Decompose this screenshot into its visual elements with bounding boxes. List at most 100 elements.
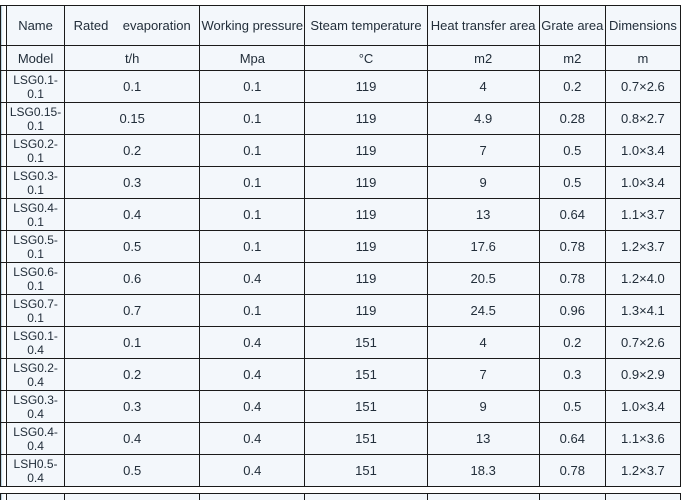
column-header-name: Name	[5, 5, 66, 46]
table-row: LSG0.3-0.4 0.3 0.4 151 9 0.5 1.0×3.4	[0, 390, 682, 423]
model-name-cell: LSG0.3-0.4	[5, 390, 66, 423]
column-header-working-pressure: Working pressure	[199, 5, 306, 46]
value-cell: 0.5	[538, 390, 606, 423]
value-cell: 0.1	[199, 166, 306, 199]
table-row: LSG0.3-0.1 0.3 0.1 119 9 0.5 1.0×3.4	[0, 166, 682, 199]
value-cell: 13	[426, 198, 540, 231]
value-cell: 1.2×4.0	[604, 262, 682, 295]
table-row: LSG0.2-0.4 0.2 0.4 151 7 0.3 0.9×2.9	[0, 358, 682, 391]
value-cell: 0.78	[538, 230, 606, 263]
column-header-grate-area: Grate area	[538, 5, 606, 46]
value-cell: 119	[304, 230, 428, 263]
table-row: LSG0.1-0.1 0.1 0.1 119 4 0.2 0.7×2.6	[0, 70, 682, 103]
value-cell: 0.4	[64, 198, 201, 231]
unit-cell-m: m	[604, 45, 682, 71]
value-cell: 7	[426, 358, 540, 391]
table-row: LSG0.4-0.1 0.4 0.1 119 13 0.64 1.1×3.7	[0, 198, 682, 231]
model-name-cell: LSG0.1-0.4	[5, 326, 66, 359]
value-cell: 0.8×2.7	[604, 102, 682, 135]
value-cell: 0.7	[64, 294, 201, 327]
value-cell: 0.5	[64, 454, 201, 487]
table-row: LSG0.4-0.4 0.4 0.4 151 13 0.64 1.1×3.6	[0, 422, 682, 455]
unit-cell-m2-grate: m2	[538, 45, 606, 71]
model-name-cell: LSG0.4-0.1	[5, 198, 66, 231]
value-cell: 4.9	[426, 102, 540, 135]
value-cell: 0.1	[64, 70, 201, 103]
model-name-cell: LSG0.6-0.1	[5, 262, 66, 295]
value-cell: 0.64	[538, 422, 606, 455]
value-cell: 119	[304, 198, 428, 231]
value-cell: 13	[426, 422, 540, 455]
value-cell: 1.0×3.4	[604, 390, 682, 423]
partial-row	[0, 493, 682, 500]
column-header-heat-transfer-area: Heat transfer area	[426, 5, 540, 46]
value-cell: 1.2×3.7	[604, 454, 682, 487]
partial-cell	[538, 493, 606, 500]
value-cell: 0.2	[64, 134, 201, 167]
value-cell: 0.6	[64, 262, 201, 295]
value-cell: 7	[426, 134, 540, 167]
value-cell: 0.1	[199, 294, 306, 327]
value-cell: 0.1	[199, 230, 306, 263]
value-cell: 20.5	[426, 262, 540, 295]
partial-cell	[5, 493, 66, 500]
value-cell: 0.4	[199, 326, 306, 359]
partial-cell	[426, 493, 540, 500]
value-cell: 0.7×2.6	[604, 70, 682, 103]
column-header-steam-temperature: Steam temperature	[304, 5, 428, 46]
table-header-row: Name Rated evaporation Working pressure …	[0, 5, 682, 46]
next-table-partial	[0, 493, 682, 500]
column-header-rated-evaporation: Rated evaporation	[64, 5, 201, 46]
model-name-cell: LSG0.1-0.1	[5, 70, 66, 103]
value-cell: 18.3	[426, 454, 540, 487]
value-cell: 0.2	[64, 358, 201, 391]
value-cell: 0.4	[199, 358, 306, 391]
value-cell: 0.96	[538, 294, 606, 327]
model-name-cell: LSG0.2-0.1	[5, 134, 66, 167]
value-cell: 119	[304, 102, 428, 135]
value-cell: 0.7×2.6	[604, 326, 682, 359]
value-cell: 1.0×3.4	[604, 134, 682, 167]
value-cell: 0.3	[538, 358, 606, 391]
value-cell: 0.1	[199, 70, 306, 103]
value-cell: 0.5	[538, 166, 606, 199]
table-row: LSG0.5-0.1 0.5 0.1 119 17.6 0.78 1.2×3.7	[0, 230, 682, 263]
value-cell: 0.2	[538, 326, 606, 359]
value-cell: 1.1×3.7	[604, 198, 682, 231]
partial-cell	[199, 493, 306, 500]
unit-cell-th: t/h	[64, 45, 201, 71]
value-cell: 0.3	[64, 166, 201, 199]
value-cell: 17.6	[426, 230, 540, 263]
table-row: LSH0.5-0.4 0.5 0.4 151 18.3 0.78 1.2×3.7	[0, 454, 682, 487]
table-row: LSG0.6-0.1 0.6 0.4 119 20.5 0.78 1.2×4.0	[0, 262, 682, 295]
model-name-cell: LSH0.5-0.4	[5, 454, 66, 487]
value-cell: 119	[304, 294, 428, 327]
value-cell: 119	[304, 134, 428, 167]
value-cell: 1.1×3.6	[604, 422, 682, 455]
value-cell: 0.3	[64, 390, 201, 423]
model-name-cell: LSG0.4-0.4	[5, 422, 66, 455]
value-cell: 151	[304, 358, 428, 391]
model-name-cell: LSG0.2-0.4	[5, 358, 66, 391]
unit-cell-celsius: °C	[304, 45, 428, 71]
value-cell: 9	[426, 390, 540, 423]
value-cell: 0.4	[199, 422, 306, 455]
unit-cell-m2-heat: m2	[426, 45, 540, 71]
model-name-cell: LSG0.7-0.1	[5, 294, 66, 327]
value-cell: 0.5	[64, 230, 201, 263]
value-cell: 1.3×4.1	[604, 294, 682, 327]
value-cell: 0.1	[64, 326, 201, 359]
value-cell: 151	[304, 390, 428, 423]
model-name-cell: LSG0.5-0.1	[5, 230, 66, 263]
value-cell: 119	[304, 262, 428, 295]
value-cell: 0.4	[199, 262, 306, 295]
value-cell: 0.1	[199, 198, 306, 231]
table-row: LSG0.1-0.4 0.1 0.4 151 4 0.2 0.7×2.6	[0, 326, 682, 359]
value-cell: 0.15	[64, 102, 201, 135]
value-cell: 9	[426, 166, 540, 199]
value-cell: 0.4	[199, 454, 306, 487]
value-cell: 119	[304, 70, 428, 103]
value-cell: 0.2	[538, 70, 606, 103]
value-cell: 4	[426, 70, 540, 103]
